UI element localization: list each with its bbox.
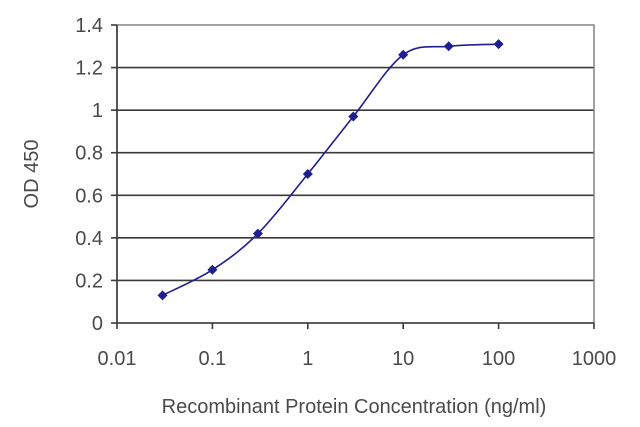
- data-point: [302, 169, 313, 179]
- data-point: [252, 228, 263, 239]
- data-point: [493, 39, 504, 50]
- axes: [111, 24, 595, 329]
- y-tick-labels: 0 0.2 0.4 0.6 0.8 1 1.2 1.4: [75, 15, 103, 335]
- y-tick-label: 0.6: [75, 185, 103, 207]
- y-tick-label: 0: [92, 313, 103, 335]
- data-point: [398, 49, 409, 60]
- y-axis-label: OD 450: [21, 140, 43, 209]
- y-tick-label: 1: [92, 100, 103, 122]
- x-tick-label: 0.01: [98, 348, 137, 370]
- plot-frame: [116, 24, 595, 324]
- x-tick-label: 0.1: [198, 348, 226, 370]
- data-point: [443, 41, 454, 52]
- x-tick-label: 1000: [572, 348, 617, 370]
- y-tick-label: 0.2: [75, 270, 103, 292]
- fitted-curve: [162, 43, 499, 297]
- data-point: [157, 290, 168, 301]
- data-points: [157, 39, 504, 301]
- y-tick-label: 0.4: [75, 228, 103, 250]
- y-tick-label: 1.4: [75, 15, 103, 37]
- x-tick-label: 10: [392, 348, 414, 370]
- y-tick-label: 0.8: [75, 143, 103, 165]
- data-point: [207, 264, 218, 275]
- y-tick-label: 1.2: [75, 58, 103, 80]
- data-point: [348, 111, 359, 122]
- x-tick-label: 100: [482, 348, 515, 370]
- x-tick-labels: 0.01 0.1 1 10 100 1000: [98, 348, 617, 370]
- x-tick-label: 1: [302, 348, 313, 370]
- grid-lines: [117, 66, 594, 282]
- x-axis-label: Recombinant Protein Concentration (ng/ml…: [162, 396, 547, 418]
